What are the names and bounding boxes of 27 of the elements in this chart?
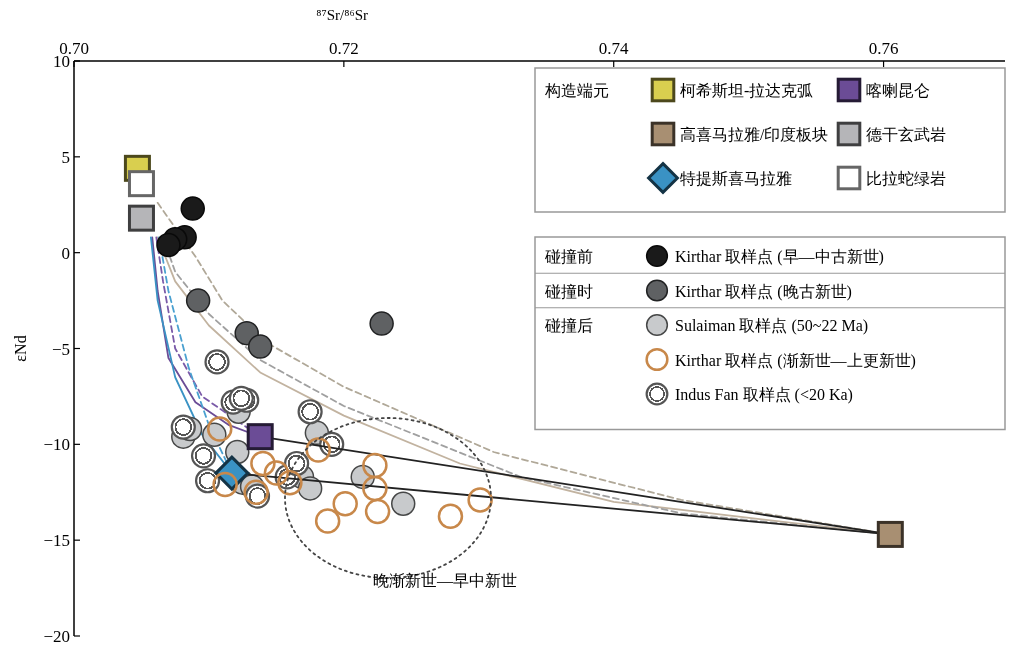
y-tick-label: −10 (43, 435, 70, 455)
legend-label: Kirthar 取样点 (渐新世—上更新世) (675, 351, 916, 370)
legend-label: 德干玄武岩 (866, 126, 946, 143)
legend-label: 特提斯喜马拉雅 (680, 170, 792, 187)
annotation: 晚渐新世—早中新世 (373, 572, 517, 589)
legend-label: 比拉蛇绿岩 (866, 170, 946, 187)
legend-label: 喀喇昆仑 (866, 82, 930, 99)
legend-label: Kirthar 取样点 (晚古新世) (675, 282, 852, 301)
y-tick-label: 5 (61, 147, 70, 167)
x-tick-label: 0.76 (868, 39, 899, 58)
annotation: 碰撞后 (544, 317, 593, 334)
y-tick-label: −15 (43, 531, 70, 551)
annotation: 碰撞前 (544, 248, 593, 265)
y-tick-label: −20 (43, 627, 70, 646)
y-tick-label: 0 (61, 243, 70, 263)
legend-title: 构造端元 (544, 82, 609, 99)
legend-label: 柯希斯坦-拉达克弧 (680, 82, 814, 99)
y-axis-title: εNd (12, 335, 29, 362)
y-tick-label: −5 (51, 339, 70, 359)
x-axis-title: ⁸⁷Sr/⁸⁶Sr (316, 7, 369, 23)
x-tick-label: 0.72 (328, 39, 359, 58)
legend-label: Sulaiman 取样点 (50~22 Ma) (675, 317, 869, 335)
x-tick-label: 0.74 (598, 39, 630, 58)
legend-label: Indus Fan 取样点 (<20 Ka) (675, 386, 853, 404)
annotation: 碰撞时 (544, 282, 593, 300)
legend-label: Kirthar 取样点 (早—中古新世) (675, 248, 884, 266)
legend-label: 高喜马拉雅/印度板块 (680, 126, 829, 143)
